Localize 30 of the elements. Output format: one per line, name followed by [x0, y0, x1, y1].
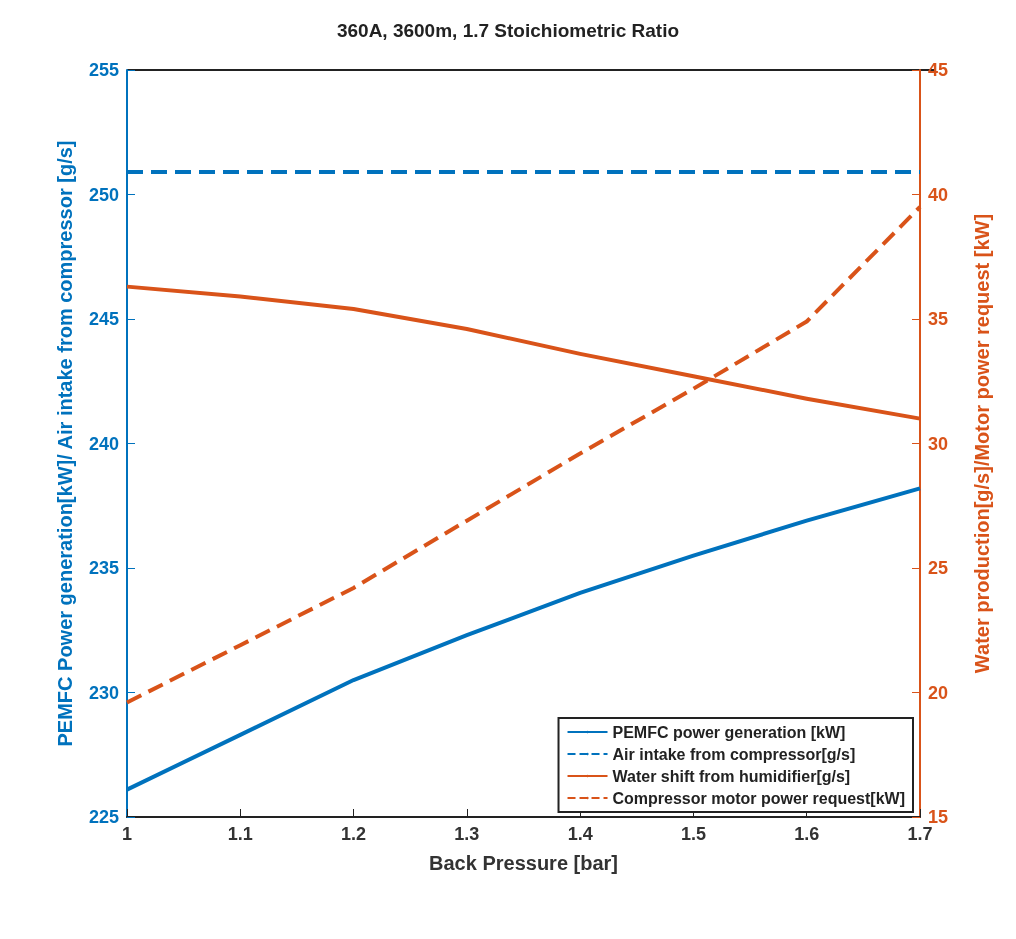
y2-tick-label: 15: [928, 807, 949, 827]
y-tick-label: 245: [88, 309, 119, 329]
y2-tick-label: 40: [928, 184, 949, 205]
y-axis-title: PEMFC Power generation[kW]/ Air intake from compressor [g/s]: [54, 140, 76, 747]
y2-tick-label: 35: [928, 309, 949, 329]
x-axis-title: Back Pressure [bar]: [429, 852, 618, 874]
y-tick-label: 225: [88, 807, 119, 827]
y2-tick-label: 30: [928, 433, 949, 454]
y-tick-label: 240: [88, 433, 119, 454]
x-tick-label: 1.4: [567, 824, 593, 844]
y2-tick-label: 25: [928, 558, 949, 578]
legend-label: Air intake from compressor[g/s]: [612, 745, 856, 763]
x-tick-label: 1.2: [341, 824, 367, 844]
y2-tick-label: 20: [928, 682, 949, 703]
legend-label: PEMFC power generation [kW]: [612, 723, 846, 741]
y-tick-label: 235: [88, 558, 119, 578]
y2-axis-title: Water production[g/s]/Motor power request [kW]: [971, 213, 993, 674]
y-tick-label: 250: [88, 184, 119, 205]
x-tick-label: 1.7: [907, 824, 933, 844]
chart-title: 360A, 3600m, 1.7 Stoichiometric Ratio: [336, 20, 680, 41]
y-tick-label: 230: [88, 682, 119, 703]
x-tick-label: 1: [121, 824, 133, 844]
x-tick-label: 1.3: [454, 824, 480, 844]
y2-tick-label: 45: [928, 60, 949, 80]
x-tick-label: 1.6: [794, 824, 820, 844]
x-tick-label: 1.1: [227, 824, 253, 844]
legend-label: Water shift from humidifier[g/s]: [612, 767, 851, 785]
legend-label: Compressor motor power request[kW]: [612, 789, 905, 807]
y-tick-label: 255: [88, 60, 119, 80]
x-tick-label: 1.5: [680, 824, 706, 844]
